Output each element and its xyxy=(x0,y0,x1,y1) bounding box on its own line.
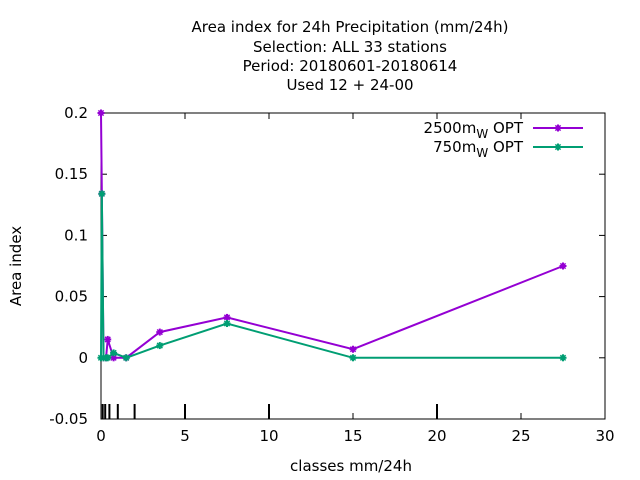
title-line-3: Period: 20180601-20180614 xyxy=(243,57,458,75)
x-tick-label: 10 xyxy=(259,427,278,445)
data-point xyxy=(156,342,164,350)
y-tick-label: 0.05 xyxy=(55,288,88,306)
data-point xyxy=(349,345,357,353)
data-point xyxy=(110,349,118,357)
data-point xyxy=(122,354,130,362)
y-axis-label: Area index xyxy=(7,226,25,306)
x-tick-label: 25 xyxy=(511,427,530,445)
legend-marker xyxy=(554,143,562,151)
x-axis-label: classes mm/24h xyxy=(290,457,412,475)
legend-label: 750mW OPT xyxy=(433,138,524,160)
x-tick-label: 20 xyxy=(427,427,446,445)
chart-title: Area index for 24h Precipitation (mm/24h… xyxy=(192,18,509,94)
x-tick-label: 30 xyxy=(595,427,614,445)
data-point xyxy=(97,109,105,117)
data-point xyxy=(98,190,106,198)
series-line-1 xyxy=(100,193,563,359)
x-tick-label: 5 xyxy=(180,427,190,445)
data-point xyxy=(559,262,567,270)
x-tick-label: 0 xyxy=(96,427,106,445)
legend-marker xyxy=(554,124,562,132)
legend-label: 2500mW OPT xyxy=(424,119,524,141)
x-tick-label: 15 xyxy=(343,427,362,445)
title-line-1: Area index for 24h Precipitation (mm/24h… xyxy=(192,18,509,36)
class-markers xyxy=(101,404,438,419)
y-tick-label: 0.1 xyxy=(64,226,88,244)
y-tick-label: 0 xyxy=(78,349,88,367)
data-point xyxy=(223,320,231,328)
series-layer xyxy=(97,109,567,362)
x-axis: 0 5 10 15 20 25 30 xyxy=(96,113,615,445)
data-point xyxy=(104,335,112,343)
data-point xyxy=(559,354,567,362)
data-point xyxy=(349,354,357,362)
y-tick-label: 0.15 xyxy=(55,165,88,183)
y-tick-label: -0.05 xyxy=(49,410,88,428)
y-axis: -0.05 0 0.05 0.1 0.15 0.2 xyxy=(49,104,605,428)
data-point xyxy=(104,354,112,362)
y-tick-label: 0.2 xyxy=(64,104,88,122)
plot-frame xyxy=(100,112,606,420)
title-line-2: Selection: ALL 33 stations xyxy=(253,38,447,56)
title-line-4: Used 12 + 24-00 xyxy=(286,76,413,94)
data-point xyxy=(156,328,164,336)
data-point xyxy=(223,313,231,321)
